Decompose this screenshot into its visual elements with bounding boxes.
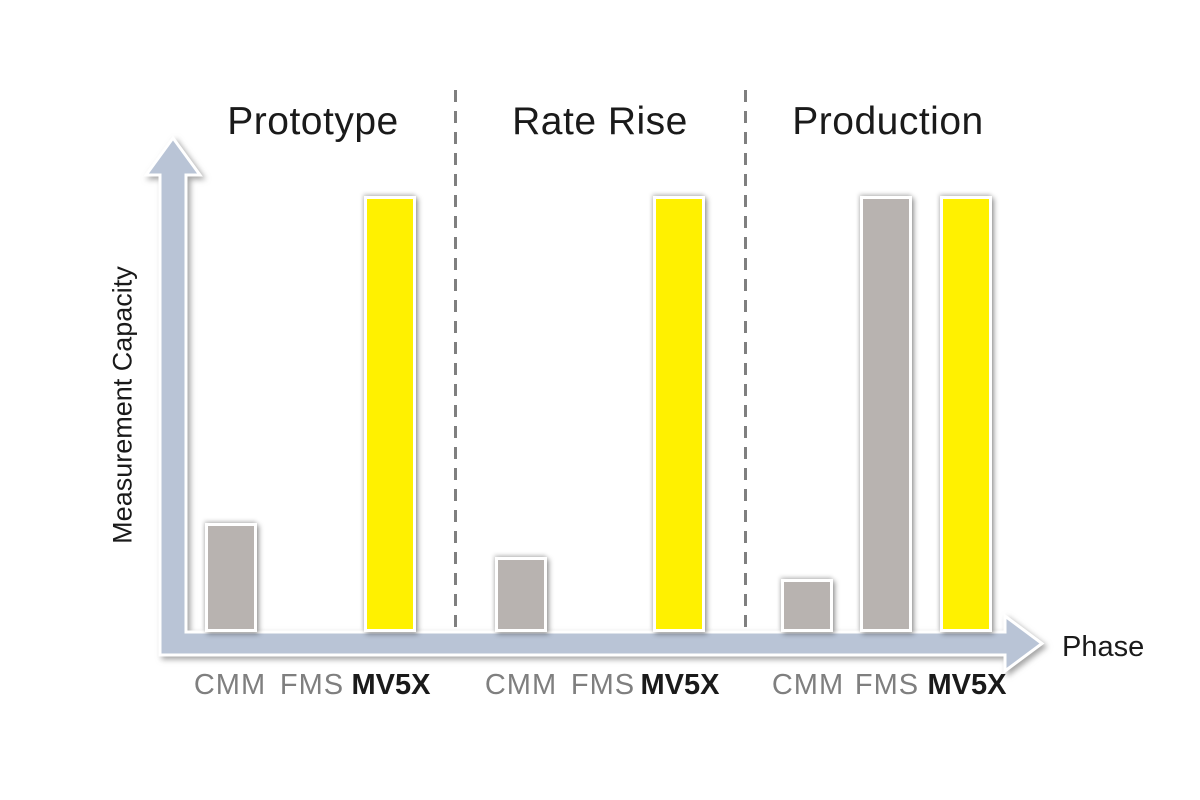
category-label-cmm: CMM [193, 669, 267, 701]
bar-production-fms [860, 196, 912, 632]
category-label-cmm: CMM [771, 669, 845, 701]
y-axis-label: Measurement Capacity [107, 266, 138, 544]
section-divider-1 [454, 90, 457, 632]
section-title-production: Production [792, 100, 984, 143]
category-label-mv5x: MV5X [927, 669, 1007, 701]
category-label-cmm: CMM [484, 669, 558, 701]
section-title-rate-rise: Rate Rise [512, 100, 688, 143]
bar-rate-rise-cmm [495, 557, 547, 632]
x-axis-label: Phase [1062, 631, 1145, 663]
bar-prototype-cmm [205, 523, 257, 632]
section-title-prototype: Prototype [227, 100, 399, 143]
category-label-mv5x: MV5X [351, 669, 431, 701]
category-label-mv5x: MV5X [640, 669, 720, 701]
bar-production-cmm [781, 579, 833, 632]
bar-prototype-mv5x [364, 196, 416, 632]
bar-rate-rise-mv5x [653, 196, 705, 632]
category-label-fms: FMS [570, 669, 636, 701]
category-label-fms: FMS [854, 669, 920, 701]
bar-production-mv5x [940, 196, 992, 632]
section-divider-2 [744, 90, 747, 632]
category-label-fms: FMS [279, 669, 345, 701]
